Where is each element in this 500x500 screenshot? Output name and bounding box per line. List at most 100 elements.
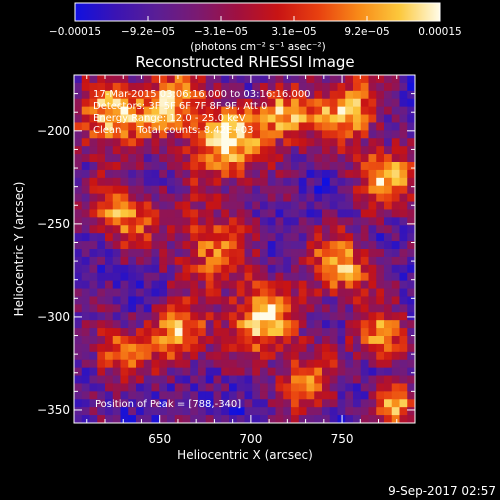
heatmap-cell [267,415,277,423]
heatmap-cell [229,391,238,400]
heatmap-cell [205,241,215,250]
heatmap-cell [182,162,191,171]
heatmap-cell [306,162,315,171]
heatmap-cell [329,264,339,274]
heatmap-cell [407,162,415,171]
heatmap-cell [399,241,408,250]
heatmap-cell [229,383,238,392]
heatmap-cell [407,367,415,377]
heatmap-cell [329,288,339,298]
heatmap-cell [120,217,129,226]
heatmap-cell [298,391,308,400]
heatmap-cell [136,130,145,139]
heatmap-cell [314,82,323,92]
heatmap-cell [252,256,261,266]
heatmap-cell [391,90,401,100]
heatmap-cell [275,209,284,218]
heatmap-cell [198,351,207,361]
heatmap-cell [74,241,83,250]
heatmap-cell [337,154,346,163]
heatmap-cell [322,225,331,234]
heatmap-cell [291,209,300,218]
heatmap-cell [407,138,415,147]
heatmap-cell [236,312,246,321]
heatmap-cell [74,130,83,139]
heatmap-cell [244,169,253,179]
heatmap-cell [345,98,354,108]
heatmap-cell [97,336,106,345]
heatmap-cell [128,106,137,116]
heatmap-cell [136,201,145,211]
heatmap-cell [89,391,98,400]
heatmap-cell [337,320,346,329]
heatmap-cell [376,367,385,377]
heatmap-cell [190,375,199,385]
heatmap-cell [97,177,106,187]
heatmap-cell [376,343,385,353]
heatmap-cell [112,359,122,369]
heatmap-cell [112,249,122,258]
heatmap-cell [329,90,339,100]
heatmap-cell [244,106,253,116]
heatmap-cell [174,90,184,100]
heatmap-cell [368,225,377,234]
heatmap-cell [399,256,408,266]
heatmap-cell [391,201,401,211]
heatmap-cell [399,169,408,179]
heatmap-cell [174,241,184,250]
heatmap-cell [74,146,83,155]
heatmap-cell [345,122,354,131]
heatmap-cell [105,82,114,92]
heatmap-cell [151,296,160,305]
heatmap-cell [384,185,393,195]
heatmap-cell [267,351,277,361]
heatmap-cell [198,264,207,274]
heatmap-cell [306,225,315,234]
heatmap-cell [97,146,106,155]
heatmap-cell [236,75,246,84]
heatmap-cell [345,399,354,408]
heatmap-cell [229,122,238,131]
x-tick-label: 750 [331,432,354,446]
heatmap-cell [213,343,222,353]
heatmap-cell [337,280,346,290]
heatmap-cell [205,272,215,282]
heatmap-cell [236,185,246,195]
heatmap-cell [298,162,308,171]
heatmap-cell [360,209,370,218]
heatmap-cell [322,209,331,218]
heatmap-cell [89,177,98,187]
heatmap-cell [337,114,346,124]
heatmap-cell [314,375,323,385]
heatmap-cell [252,146,261,155]
heatmap-cell [112,90,122,100]
heatmap-cell [329,185,339,195]
heatmap-cell [229,312,238,321]
chart-title: Reconstructed RHESSI Image [135,53,354,71]
heatmap-cell [384,225,393,234]
heatmap-cell [198,312,207,321]
heatmap-cell [221,288,230,298]
heatmap-cell [81,407,91,416]
heatmap-cell [322,162,331,171]
heatmap-cell [198,154,207,163]
heatmap-cell [105,288,114,298]
heatmap-cell [81,177,91,187]
heatmap-cell [159,177,168,187]
heatmap-cell [167,320,176,329]
heatmap-cell [89,328,98,337]
heatmap-cell [329,328,339,337]
heatmap-cell [298,304,308,313]
heatmap-cell [360,280,370,290]
heatmap-cell [337,328,346,337]
heatmap-cell [368,217,377,226]
heatmap-cell [391,328,401,337]
heatmap-cell [74,359,83,369]
heatmap-cell [298,90,308,100]
heatmap-cell [345,114,354,124]
heatmap-cell [244,122,253,131]
heatmap-cell [221,407,230,416]
heatmap-cell [221,201,230,211]
heatmap-cell [136,391,145,400]
heatmap-cell [112,280,122,290]
